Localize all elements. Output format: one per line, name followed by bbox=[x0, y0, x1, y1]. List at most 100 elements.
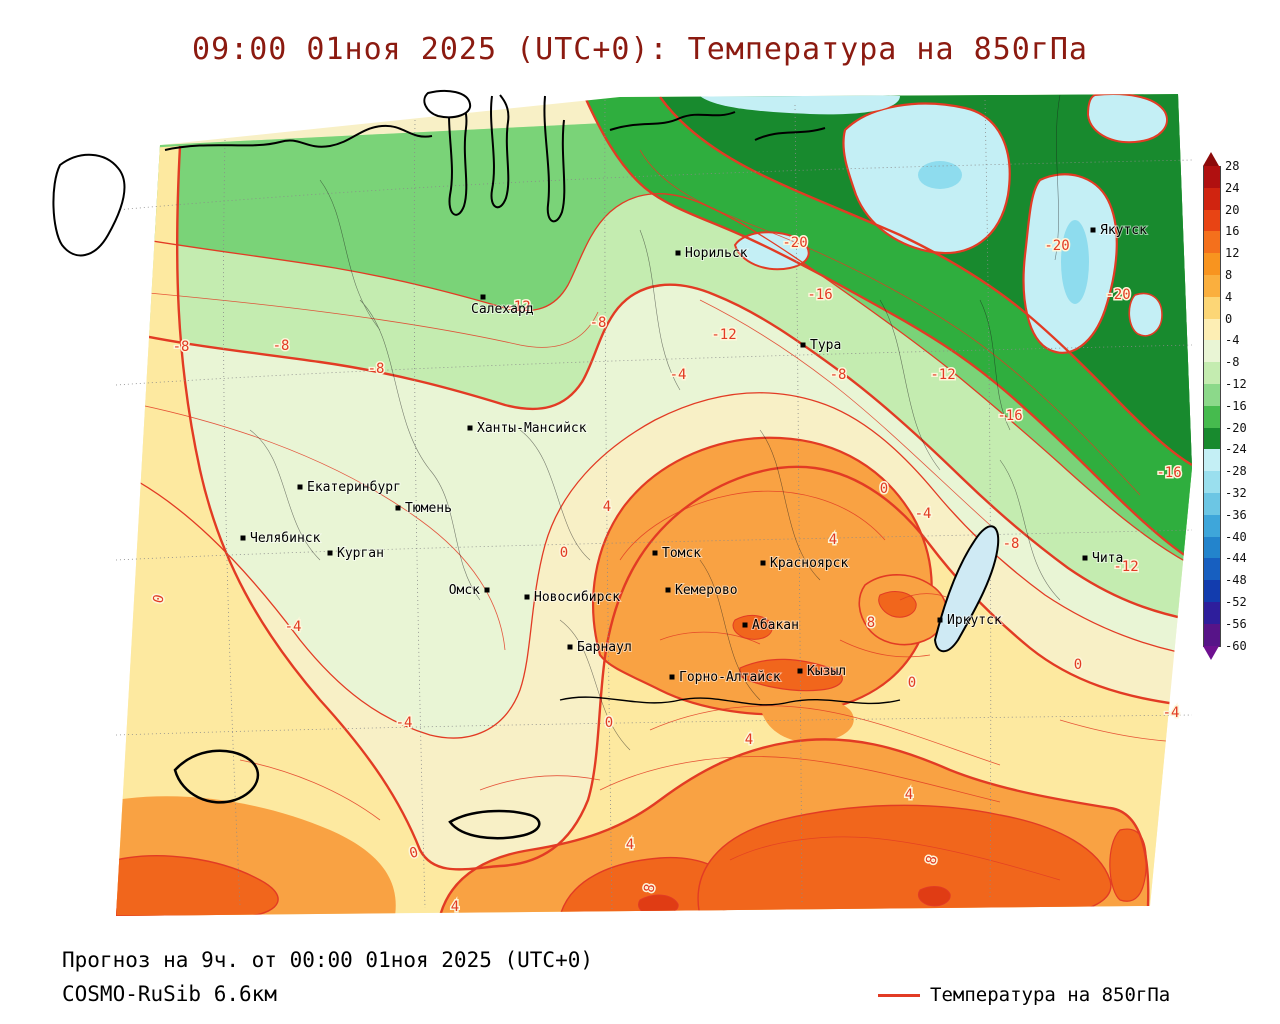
contour-label: -4 bbox=[396, 715, 413, 731]
colorbar-cell bbox=[1203, 253, 1221, 276]
colorbar-tick-label: -48 bbox=[1225, 573, 1247, 588]
contour-label: -8 bbox=[1003, 536, 1020, 552]
contour-label: 4 bbox=[829, 532, 837, 548]
contour-label: -12 bbox=[930, 367, 955, 383]
city-marker: Новосибирск bbox=[524, 589, 621, 606]
city-marker: Томск bbox=[652, 545, 702, 562]
temperature-field bbox=[116, 94, 1192, 916]
temperature-line-symbol bbox=[878, 993, 920, 997]
contour-label: -12 bbox=[1113, 559, 1138, 575]
colorbar-tick-label: 4 bbox=[1225, 289, 1233, 304]
colorbar-cell bbox=[1203, 514, 1221, 538]
colorbar-tick-label: -24 bbox=[1225, 442, 1247, 457]
contour-label: 4 bbox=[626, 837, 634, 853]
city-marker: Кемерово bbox=[665, 582, 739, 599]
contour-label: 0 bbox=[908, 675, 916, 691]
colorbar-cell bbox=[1203, 405, 1221, 429]
city-marker: Горно-Алтайск bbox=[669, 669, 782, 686]
colorbar-tick-label: -8 bbox=[1225, 355, 1240, 370]
contour-label: 0 bbox=[560, 545, 568, 561]
colorbar-cell bbox=[1203, 623, 1221, 647]
contour-label: -4 bbox=[670, 367, 687, 383]
city-label: Тюмень bbox=[405, 501, 452, 516]
city-marker: Иркутск bbox=[937, 612, 1003, 629]
contour-label: -12 bbox=[711, 327, 736, 343]
colorbar-top-arrow bbox=[1203, 152, 1219, 166]
coastlines bbox=[52, 89, 1000, 840]
contour-label: -8 bbox=[368, 361, 385, 377]
colorbar-cell bbox=[1203, 296, 1221, 320]
colorbar-tick-label: -40 bbox=[1225, 529, 1247, 544]
colorbar-cell bbox=[1203, 602, 1221, 625]
contour-label: 0 bbox=[880, 481, 888, 497]
contour-label: 4 bbox=[905, 787, 913, 803]
colorbar-tick-label: -28 bbox=[1225, 464, 1247, 479]
colorbar-tick-label: 8 bbox=[1225, 268, 1233, 282]
city-label: Иркутск bbox=[947, 613, 1002, 628]
colorbar-tick-label: -4 bbox=[1225, 333, 1240, 348]
contour-label: -8 bbox=[590, 315, 607, 331]
city-label: Тура bbox=[810, 338, 841, 353]
colorbar-tick-label: -12 bbox=[1225, 377, 1247, 391]
colorbar-cell bbox=[1203, 580, 1221, 603]
city-marker: Омск bbox=[448, 582, 490, 599]
contour-label: -12 bbox=[505, 299, 530, 315]
contour-label: -8 bbox=[830, 367, 847, 383]
graticule-lines bbox=[115, 99, 1193, 911]
colorbar-cell bbox=[1203, 166, 1221, 189]
city-marker: Кызыл bbox=[797, 663, 847, 680]
colorbar-cell bbox=[1203, 231, 1221, 255]
contour-label: -4 bbox=[1163, 705, 1180, 721]
colorbar-tick-label: -44 bbox=[1225, 551, 1247, 566]
contour-label: -20 bbox=[782, 235, 807, 251]
city-label: Екатеринбург bbox=[307, 480, 401, 495]
contour-label: -16 bbox=[997, 408, 1022, 424]
colorbar-tick-label: 0 bbox=[1225, 311, 1233, 326]
city-label: Якутск bbox=[1100, 223, 1147, 238]
city-label: Абакан bbox=[752, 618, 799, 633]
city-marker: Абакан bbox=[742, 617, 800, 634]
colorbar-cell bbox=[1203, 318, 1221, 342]
legend-label: Температура на 850гПа bbox=[930, 984, 1171, 1006]
forecast-info: Прогноз на 9ч. от 00:00 01ноя 2025 (UTC+… bbox=[62, 948, 594, 972]
contour-label: -8 bbox=[173, 339, 190, 355]
colorbar-cell bbox=[1203, 275, 1221, 298]
city-label: Горно-Алтайск bbox=[679, 670, 781, 685]
contour-label: -20 bbox=[1105, 287, 1130, 303]
colorbar-tick-label: -36 bbox=[1225, 507, 1247, 522]
city-label: Кемерово bbox=[675, 583, 738, 598]
colorbar-tick-label: 28 bbox=[1225, 159, 1240, 173]
colorbar-cell bbox=[1203, 384, 1221, 407]
colorbar-tick-label: -32 bbox=[1225, 486, 1247, 500]
city-marker: Тура bbox=[800, 337, 842, 354]
city-marker: Салехард bbox=[470, 294, 535, 318]
contour-label: -20 bbox=[1044, 238, 1069, 254]
city-marker: Тюмень bbox=[395, 500, 453, 517]
colorbar-tick-label: 12 bbox=[1225, 246, 1240, 261]
colorbar-tick-label: -56 bbox=[1225, 616, 1247, 631]
city-label: Челябинск bbox=[250, 531, 321, 546]
contour-label: 0 bbox=[1074, 657, 1082, 673]
city-label: Кызыл bbox=[807, 664, 846, 679]
city-label: Курган bbox=[337, 546, 384, 561]
colorbar-tick-label: -16 bbox=[1225, 398, 1247, 413]
city-marker: Челябинск bbox=[240, 530, 322, 547]
model-info: COSMO-RuSib 6.6км bbox=[62, 982, 277, 1006]
colorbar-cell bbox=[1203, 493, 1221, 516]
colorbar-cell bbox=[1203, 209, 1221, 233]
city-label: Томск bbox=[662, 546, 701, 561]
city-marker: Екатеринбург bbox=[297, 479, 402, 496]
colorbar-tick-label: 20 bbox=[1225, 202, 1240, 217]
city-marker: Чита bbox=[1082, 550, 1124, 567]
colorbar-cell bbox=[1203, 362, 1221, 385]
city-marker: Барнаул bbox=[567, 639, 633, 656]
colorbar-cell bbox=[1203, 558, 1221, 582]
colorbar-tick-label: -20 bbox=[1225, 420, 1247, 435]
page-title: 09:00 01ноя 2025 (UTC+0): Температура на… bbox=[192, 32, 1088, 67]
contour-label: 8 bbox=[867, 615, 875, 631]
contour-label: -8 bbox=[273, 338, 290, 354]
contour-label: -4 bbox=[915, 506, 932, 522]
admin-boundaries bbox=[249, 94, 1061, 751]
city-marker: Якутск bbox=[1090, 222, 1148, 239]
